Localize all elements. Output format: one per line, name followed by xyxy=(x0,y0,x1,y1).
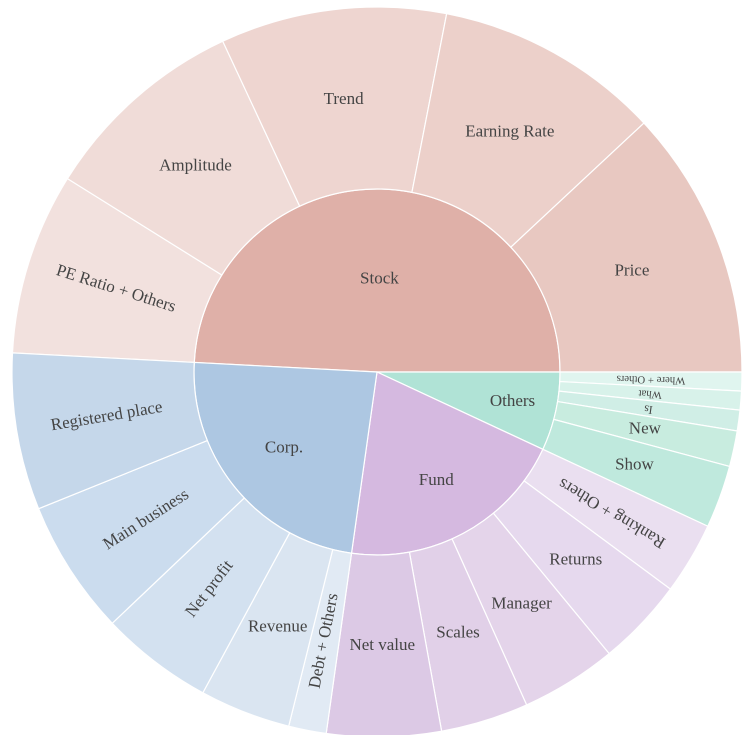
child-segment xyxy=(11,352,209,510)
segment-label: Revenue xyxy=(248,616,307,635)
segment-label: Scales xyxy=(436,623,479,642)
segment-label: Where + Others xyxy=(616,373,685,387)
segment-label: Earning Rate xyxy=(465,121,554,140)
segment-label: Show xyxy=(615,455,654,474)
parent-label: Fund xyxy=(419,470,454,489)
segment-label: Amplitude xyxy=(159,156,232,175)
segment-label: What xyxy=(638,387,662,401)
segment-label: Returns xyxy=(549,550,602,569)
parent-label: Stock xyxy=(360,269,399,288)
segment-label: Price xyxy=(614,260,649,279)
parent-label: Corp. xyxy=(265,438,303,457)
segment-label: Net value xyxy=(349,635,415,654)
segment-label: Trend xyxy=(324,89,364,108)
segment-label: Manager xyxy=(491,594,552,613)
segment-label: New xyxy=(629,419,662,438)
segment-label: Is xyxy=(643,402,654,417)
parent-label: Others xyxy=(490,391,535,410)
